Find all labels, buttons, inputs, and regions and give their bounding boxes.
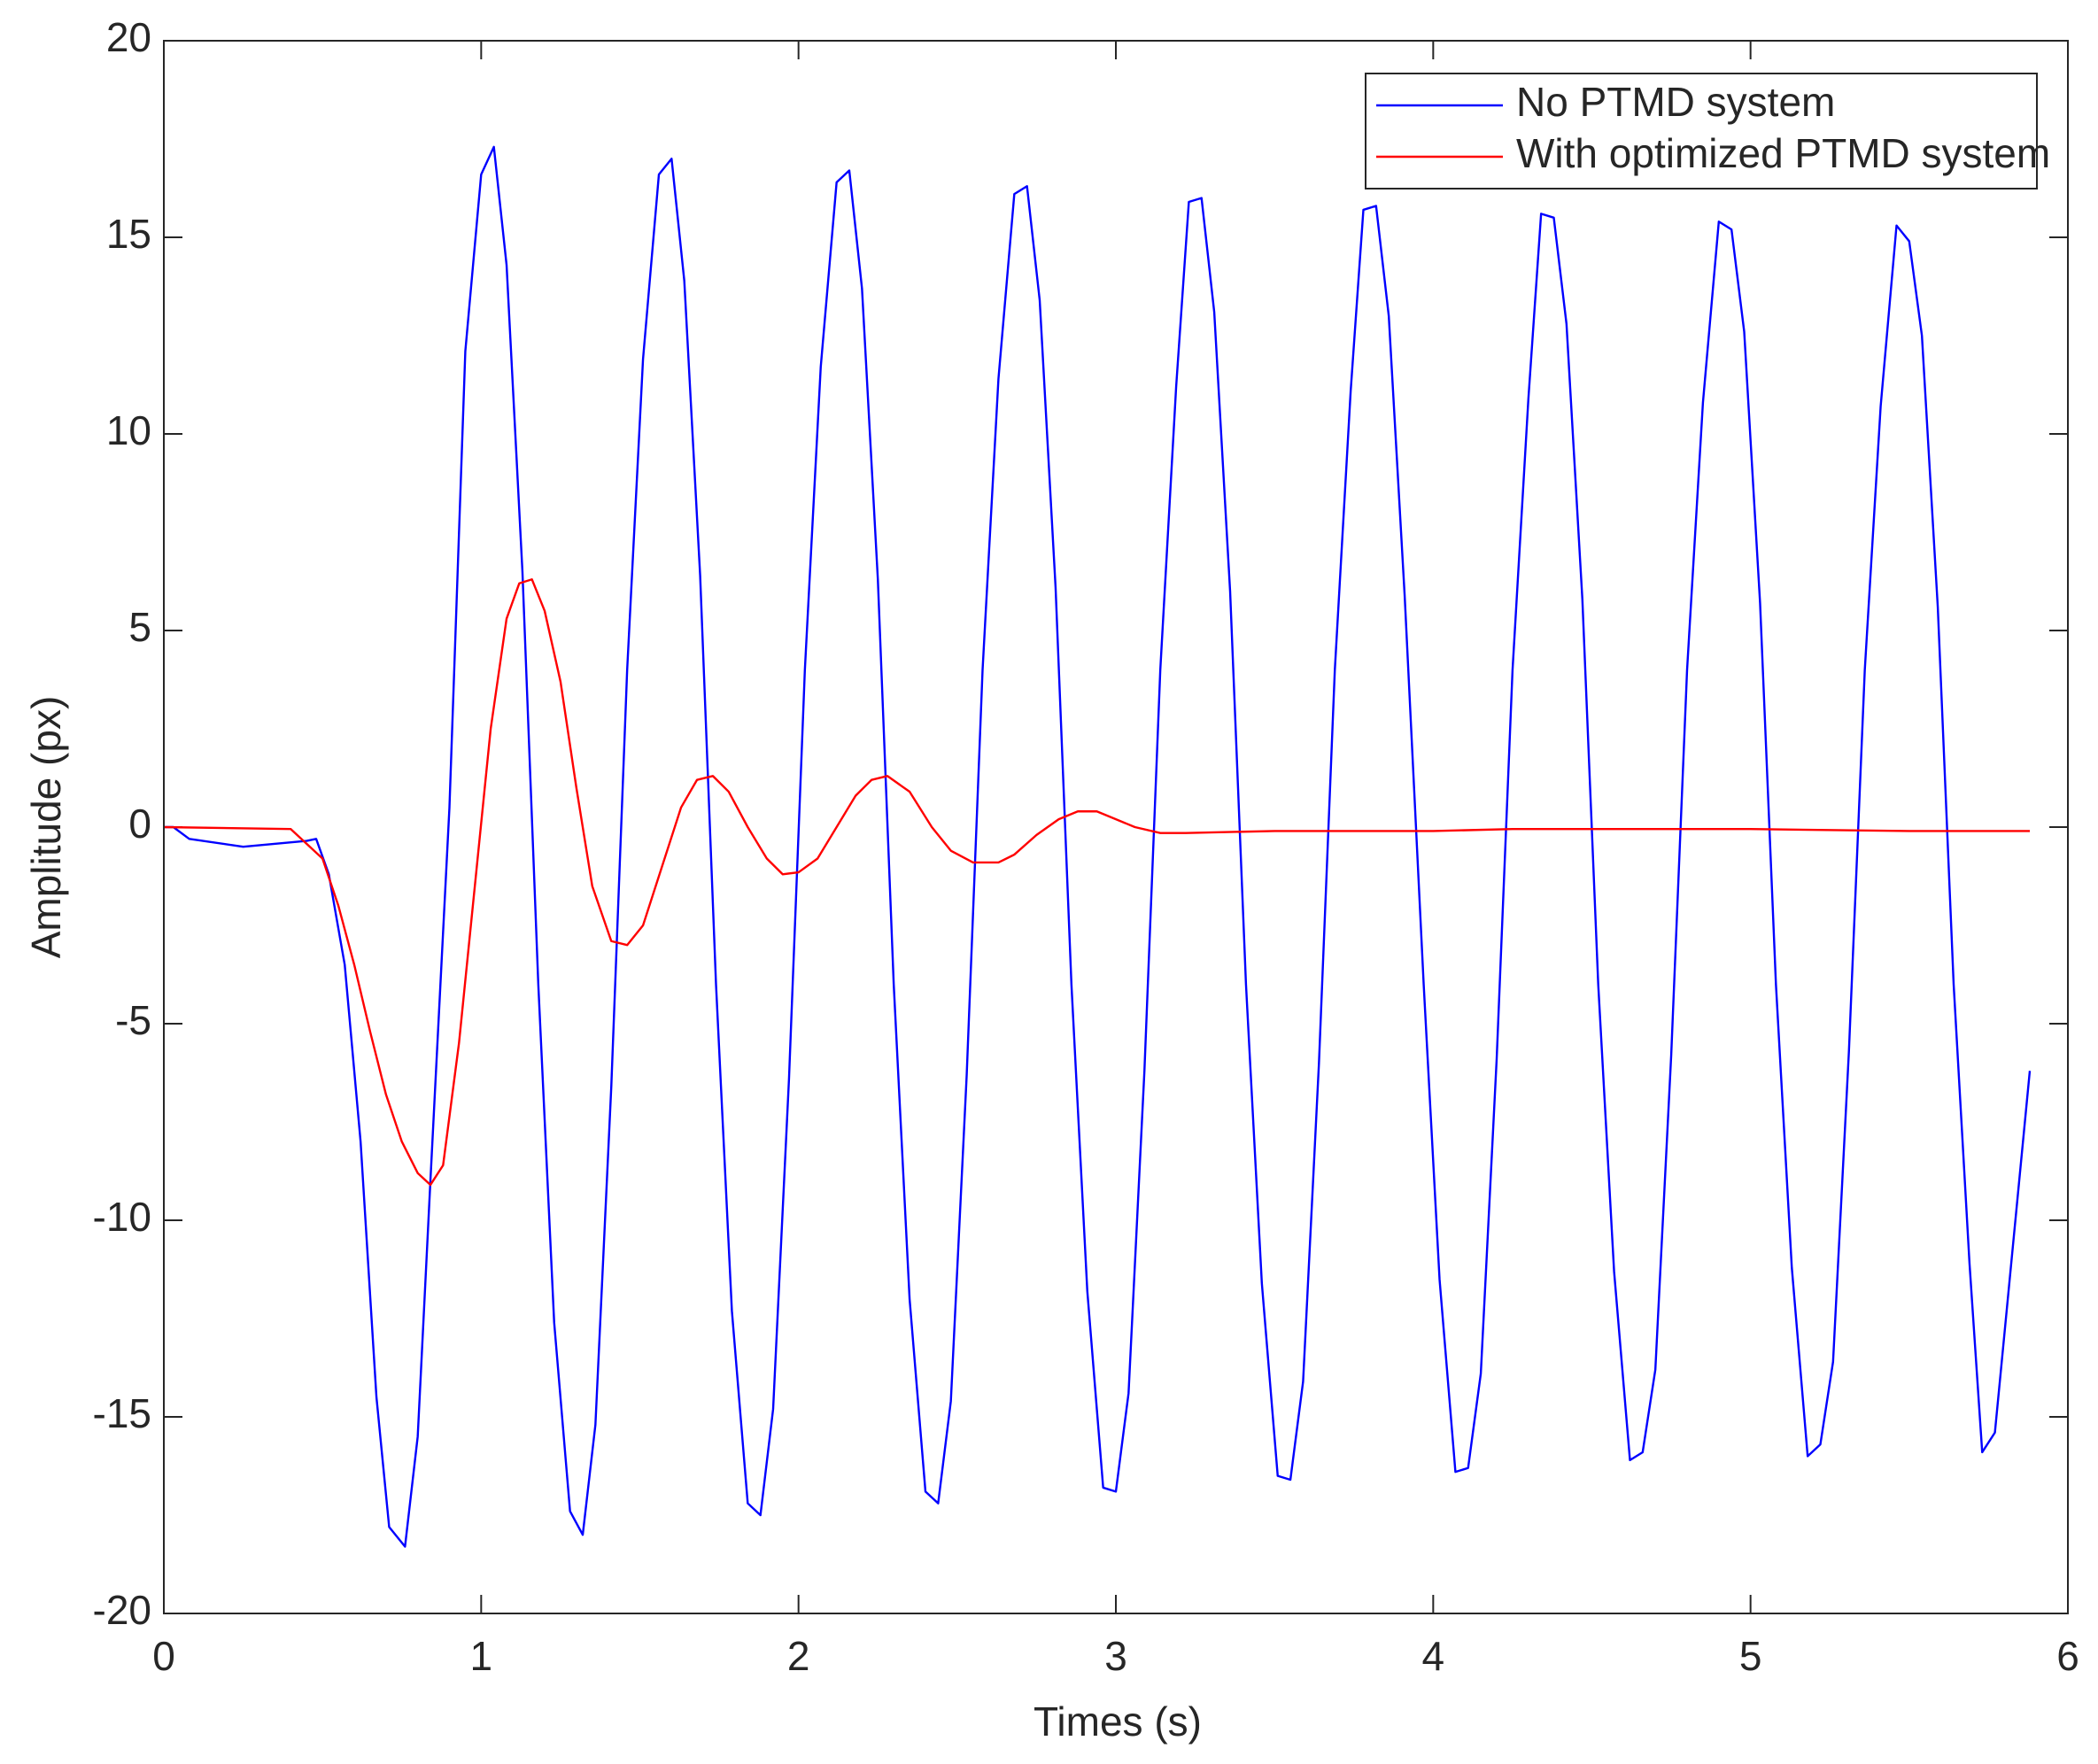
x-tick-label: 6 — [2056, 1633, 2079, 1679]
x-tick-label: 2 — [787, 1633, 810, 1679]
x-tick-label: 3 — [1104, 1633, 1127, 1679]
y-tick-label: 15 — [106, 211, 151, 257]
x-tick-label: 5 — [1739, 1633, 1762, 1679]
y-tick-label: 5 — [128, 604, 151, 650]
y-tick-label: 20 — [106, 14, 151, 60]
legend-label: With optimized PTMD system — [1516, 130, 2050, 176]
x-tick-label: 4 — [1422, 1633, 1445, 1679]
legend-box — [1365, 73, 2038, 190]
y-tick-label: -5 — [115, 997, 151, 1043]
series-line — [164, 145, 2032, 1548]
plot-frame — [163, 40, 2069, 1614]
y-tick-label: -10 — [93, 1194, 151, 1240]
x-axis-label: Times (s) — [1034, 1698, 1202, 1745]
y-axis-label: Amplitude (px) — [23, 696, 69, 959]
y-tick-label: -15 — [93, 1390, 151, 1436]
y-tick-label: -20 — [93, 1587, 151, 1633]
legend-label: No PTMD system — [1516, 79, 1835, 125]
x-tick-label: 0 — [152, 1633, 175, 1679]
y-tick-label: 0 — [128, 801, 151, 847]
y-tick-label: 10 — [106, 407, 151, 453]
x-tick-label: 1 — [470, 1633, 493, 1679]
series-line — [163, 578, 2030, 1187]
